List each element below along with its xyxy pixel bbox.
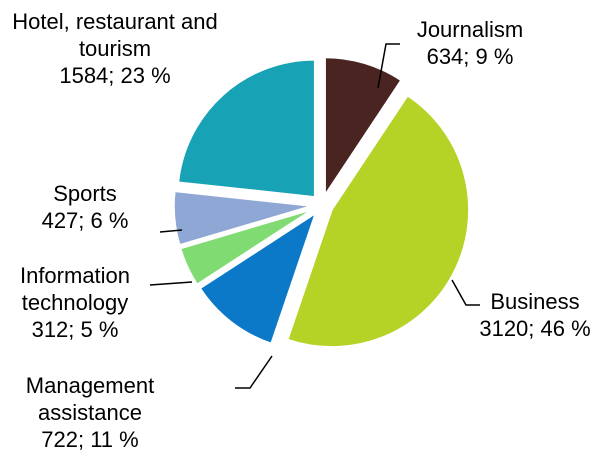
leader-lines <box>149 43 480 389</box>
value-label: 312; 5 % <box>31 317 119 342</box>
slice-label: Business 3120; 46 % <box>465 288 605 342</box>
value-label: 3120; 46 % <box>479 316 591 341</box>
slice-label: Journalism 634; 9 % <box>395 16 545 70</box>
category-name: Sports <box>53 181 117 206</box>
pie-slice <box>286 94 470 348</box>
pie-slice <box>179 208 313 286</box>
leader-line <box>149 281 193 286</box>
value-label: 1584; 23 % <box>59 63 171 88</box>
slice-label: Sports 427; 6 % <box>20 180 150 234</box>
category-name: Management assistance <box>25 373 155 425</box>
pie-slice <box>199 211 317 345</box>
slice-label: Management assistance 722; 11 % <box>0 372 180 453</box>
leader-line <box>159 229 183 233</box>
category-name: Hotel, restaurant and tourism <box>12 9 218 61</box>
value-label: 427; 6 % <box>41 208 129 233</box>
leader-line <box>377 43 400 89</box>
category-name: Information technology <box>19 263 131 315</box>
leader-line <box>451 279 480 306</box>
pie-slice <box>173 190 312 246</box>
pie-slice <box>324 56 402 197</box>
value-label: 634; 9 % <box>426 44 514 69</box>
pie-slice <box>177 59 316 198</box>
leader-line <box>235 355 273 389</box>
category-name: Journalism <box>416 17 524 42</box>
slice-label: Hotel, restaurant and tourism 1584; 23 % <box>5 8 225 89</box>
slice-label: Information technology 312; 5 % <box>0 262 150 343</box>
category-name: Business <box>490 289 580 314</box>
value-label: 722; 11 % <box>41 427 139 452</box>
